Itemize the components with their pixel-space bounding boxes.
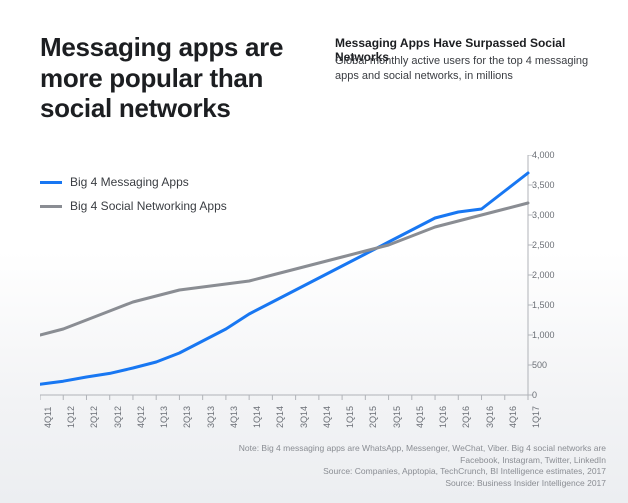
x-tick-label: 4Q13 [229, 406, 239, 428]
x-tick-label: 2Q12 [89, 406, 99, 428]
footnote-line: Source: Companies, Apptopia, TechCrunch,… [206, 466, 606, 477]
x-tick-label: 3Q12 [113, 406, 123, 428]
x-tick-label: 2Q14 [275, 406, 285, 428]
y-tick-label: 2,500 [532, 240, 555, 250]
footnote-line: Note: Big 4 messaging apps are WhatsApp,… [206, 443, 606, 466]
x-tick-label: 4Q12 [136, 406, 146, 428]
x-tick-label: 3Q16 [485, 406, 495, 428]
y-tick-label: 3,000 [532, 210, 555, 220]
x-tick-label: 3Q14 [299, 406, 309, 428]
x-tick-label: 1Q14 [252, 406, 262, 428]
y-tick-label: 3,500 [532, 180, 555, 190]
x-tick-label: 2Q13 [182, 406, 192, 428]
x-tick-label: 4Q11 [43, 407, 53, 428]
y-tick-label: 500 [532, 360, 547, 370]
x-tick-label: 1Q15 [345, 406, 355, 428]
y-tick-label: 1,500 [532, 300, 555, 310]
y-axis-labels: 05001,0001,5002,0002,5003,0003,5004,000 [532, 155, 572, 395]
x-tick-label: 3Q13 [206, 406, 216, 428]
chart-subtitle-body: Global monthly active users for the top … [335, 54, 600, 84]
y-tick-label: 4,000 [532, 150, 555, 160]
footnote-line: Source: Business Insider Intelligence 20… [206, 478, 606, 489]
x-tick-label: 2Q16 [461, 406, 471, 428]
line-chart-svg [40, 155, 578, 435]
x-tick-label: 1Q17 [531, 406, 541, 428]
x-tick-label: 4Q14 [322, 406, 332, 428]
y-tick-label: 1,000 [532, 330, 555, 340]
x-axis-labels: 4Q11 1Q12 2Q12 3Q12 4Q12 1Q13 2Q13 3Q13 4Q13 1Q14… [40, 398, 528, 438]
x-tick-label: 4Q16 [508, 406, 518, 428]
headline: Messaging apps are more popular than soc… [40, 32, 330, 124]
x-tick-label: 3Q15 [392, 406, 402, 428]
infographic-container: Messaging apps are more popular than soc… [0, 0, 628, 503]
x-tick-label: 2Q15 [368, 406, 378, 428]
x-tick-label: 1Q13 [159, 406, 169, 428]
y-tick-label: 0 [532, 390, 537, 400]
x-tick-label: 4Q15 [415, 406, 425, 428]
x-tick-label: 1Q16 [438, 406, 448, 428]
x-tick-label: 1Q12 [66, 406, 76, 428]
y-tick-label: 2,000 [532, 270, 555, 280]
footnotes: Note: Big 4 messaging apps are WhatsApp,… [206, 443, 606, 489]
chart-area [40, 155, 578, 435]
